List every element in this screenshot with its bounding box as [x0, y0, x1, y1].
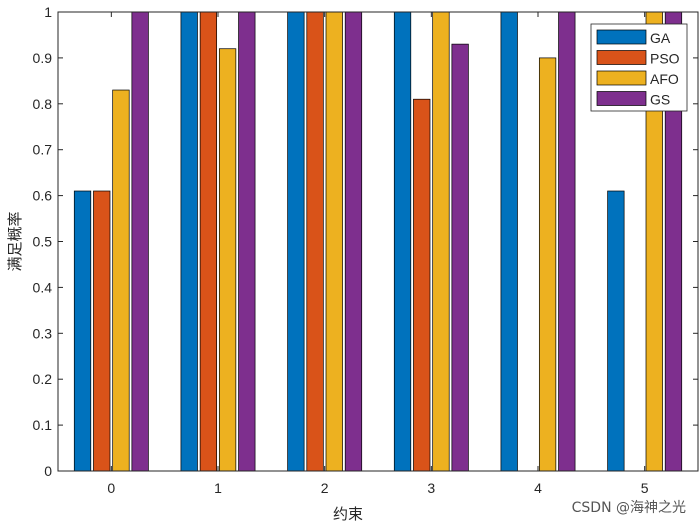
x-tick-label: 1 [214, 480, 222, 496]
y-tick-label: 0.7 [33, 142, 53, 158]
x-tick-label: 5 [641, 480, 649, 496]
x-tick-label: 0 [107, 480, 115, 496]
legend-swatch-AFO [596, 70, 647, 86]
y-tick-label: 0.1 [33, 417, 53, 433]
bar-AFO-1 [218, 48, 237, 472]
legend-label-GS: GS [650, 92, 670, 108]
watermark: CSDN @海神之光 [571, 500, 686, 516]
bar-AFO-2 [325, 11, 343, 472]
legend-label-PSO: PSO [650, 51, 680, 67]
legend-label-GA: GA [650, 30, 671, 46]
x-tick-label: 4 [534, 480, 542, 496]
x-tick-label: 3 [427, 480, 435, 496]
bar-AFO-4 [538, 57, 557, 472]
legend-swatch-PSO [596, 50, 647, 65]
legend-label-AFO: AFO [650, 71, 679, 87]
y-tick-label: 0.8 [33, 96, 53, 112]
bar-GA-5 [607, 190, 625, 472]
bar-GA-0 [73, 190, 92, 472]
legend-swatch-GS [596, 91, 647, 106]
bar-PSO-1 [199, 11, 218, 472]
bar-PSO-0 [93, 190, 111, 472]
x-axis-label: 约束 [333, 505, 363, 523]
y-tick-label: 0.9 [33, 50, 53, 66]
bar-PSO-2 [306, 11, 324, 472]
y-axis-label: 满足概率 [6, 211, 24, 271]
bar-GS-2 [344, 11, 363, 472]
y-tick-label: 0.6 [33, 188, 53, 204]
bar-PSO-3 [413, 98, 431, 472]
y-tick-label: 1 [44, 4, 52, 20]
bar-GA-3 [393, 11, 412, 472]
x-tick-label: 2 [321, 480, 329, 496]
y-tick-label: 0.5 [33, 234, 53, 250]
bar-GS-3 [451, 43, 469, 472]
bar-GS-0 [131, 11, 149, 472]
bar-GA-1 [180, 11, 198, 472]
legend-swatch-GA [596, 29, 647, 45]
bar-AFO-3 [432, 11, 450, 472]
y-tick-label: 0.4 [33, 279, 53, 295]
y-tick-label: 0.2 [33, 371, 53, 387]
bar-GS-4 [558, 11, 576, 472]
bar-GA-4 [500, 11, 518, 472]
bar-GA-2 [287, 11, 305, 472]
bar-AFO-0 [112, 89, 130, 472]
y-tick-label: 0 [44, 463, 52, 479]
bar-GS-1 [238, 11, 256, 472]
y-tick-label: 0.3 [33, 325, 53, 341]
